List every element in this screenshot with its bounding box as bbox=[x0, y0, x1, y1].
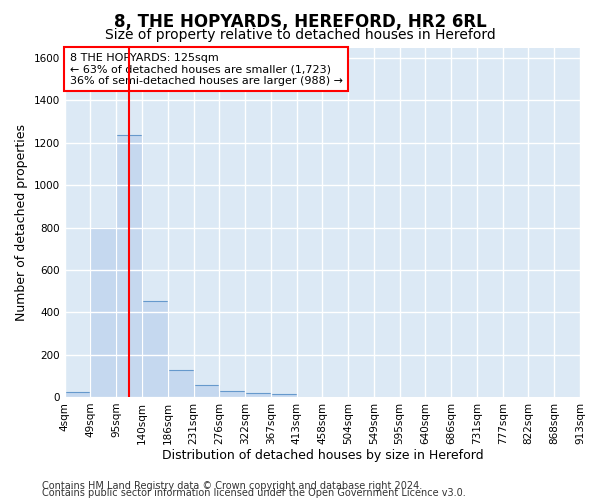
Bar bbox=[219, 391, 245, 397]
Bar bbox=[271, 394, 296, 397]
Bar bbox=[116, 135, 142, 397]
X-axis label: Distribution of detached houses by size in Hereford: Distribution of detached houses by size … bbox=[161, 450, 483, 462]
Bar bbox=[168, 370, 193, 397]
Text: Size of property relative to detached houses in Hereford: Size of property relative to detached ho… bbox=[104, 28, 496, 42]
Bar bbox=[91, 228, 116, 397]
Bar bbox=[65, 392, 91, 397]
Text: Contains HM Land Registry data © Crown copyright and database right 2024.: Contains HM Land Registry data © Crown c… bbox=[42, 481, 422, 491]
Y-axis label: Number of detached properties: Number of detached properties bbox=[15, 124, 28, 320]
Text: 8 THE HOPYARDS: 125sqm
← 63% of detached houses are smaller (1,723)
36% of semi-: 8 THE HOPYARDS: 125sqm ← 63% of detached… bbox=[70, 52, 343, 86]
Bar bbox=[142, 300, 168, 397]
Bar bbox=[193, 384, 219, 397]
Text: Contains public sector information licensed under the Open Government Licence v3: Contains public sector information licen… bbox=[42, 488, 466, 498]
Text: 8, THE HOPYARDS, HEREFORD, HR2 6RL: 8, THE HOPYARDS, HEREFORD, HR2 6RL bbox=[113, 12, 487, 30]
Bar bbox=[245, 393, 271, 397]
